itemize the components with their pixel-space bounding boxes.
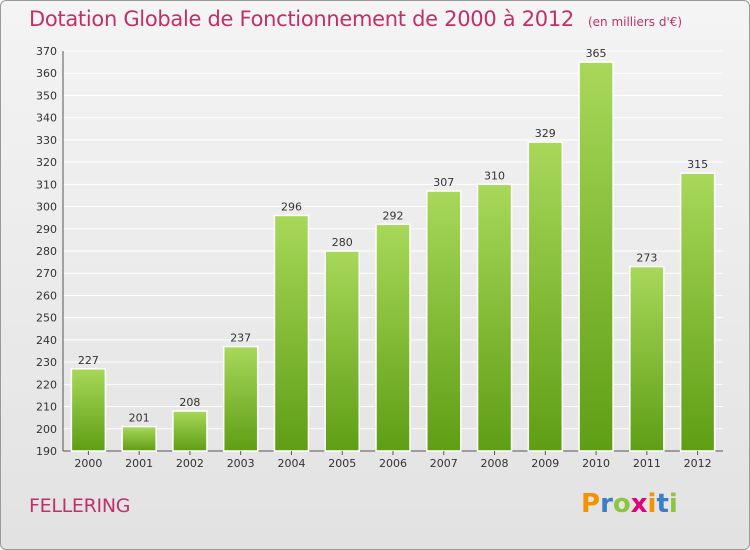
logo-letter: P [581,489,601,519]
bar [70,368,107,452]
bar [476,183,513,452]
bar-value-label: 329 [535,127,556,140]
bar-value-label: 227 [78,354,99,367]
bar-value-label: 310 [484,169,505,182]
y-tick-label: 280 [36,245,57,258]
x-tick-label: 2009 [531,457,559,470]
bar [679,172,716,452]
y-tick-label: 210 [36,401,57,414]
bar [273,214,310,452]
y-tick-label: 260 [36,289,57,302]
bar [426,190,462,452]
y-tick-label: 310 [36,178,57,191]
bar-value-label: 237 [230,332,251,345]
unit-text: (en milliers d'€) [587,15,683,29]
bar-value-label: 315 [687,158,708,171]
bar-value-label: 307 [433,176,454,189]
y-tick-label: 340 [36,112,57,125]
x-tick-label: 2011 [633,457,661,470]
bar [324,250,360,452]
bar [222,345,259,452]
bar-value-label: 365 [586,47,607,60]
y-tick-label: 270 [36,267,57,280]
y-tick-label: 350 [36,89,57,102]
bar [172,410,208,452]
y-tick-label: 230 [36,356,57,369]
bar-value-label: 280 [332,236,353,249]
logo-letter: x [630,489,648,519]
y-tick-label: 250 [36,312,57,325]
y-tick-label: 370 [36,45,57,58]
bar [375,223,411,452]
bar-value-label: 208 [179,396,200,409]
y-tick-label: 240 [36,334,57,347]
y-tick-label: 360 [36,67,57,80]
x-tick-label: 2007 [430,457,458,470]
x-tick-label: 2000 [74,457,102,470]
bar-value-label: 201 [129,412,150,425]
bar [578,61,614,452]
logo-letter: i [668,489,678,519]
bar-value-label: 296 [281,200,302,213]
x-tick-label: 2002 [176,457,204,470]
bar-value-label: 273 [636,252,657,265]
commune-name: FELLERING [29,495,131,517]
x-tick-label: 2012 [684,457,712,470]
proxiti-logo: Proxiti [581,489,678,519]
logo-letter: i [647,489,657,519]
bar [527,141,564,452]
x-tick-label: 2001 [125,457,153,470]
x-tick-label: 2008 [481,457,509,470]
logo-letter: o [612,489,631,519]
x-tick-label: 2004 [277,457,305,470]
x-tick-label: 2006 [379,457,407,470]
bar [629,265,665,452]
logo-letter: r [600,489,613,519]
bar [121,425,157,452]
y-tick-label: 190 [36,445,57,458]
y-tick-label: 200 [36,423,57,436]
chart-title: Dotation Globale de Fonctionnement de 20… [29,7,682,31]
x-tick-label: 2003 [227,457,255,470]
y-tick-label: 220 [36,378,57,391]
x-tick-label: 2010 [582,457,610,470]
y-tick-label: 300 [36,201,57,214]
y-tick-label: 290 [36,223,57,236]
title-text: Dotation Globale de Fonctionnement de 20… [29,7,574,31]
y-tick-label: 320 [36,156,57,169]
y-tick-label: 330 [36,134,57,147]
x-tick-label: 2005 [328,457,356,470]
bar-value-label: 292 [383,209,404,222]
logo-letter: t [656,489,669,519]
